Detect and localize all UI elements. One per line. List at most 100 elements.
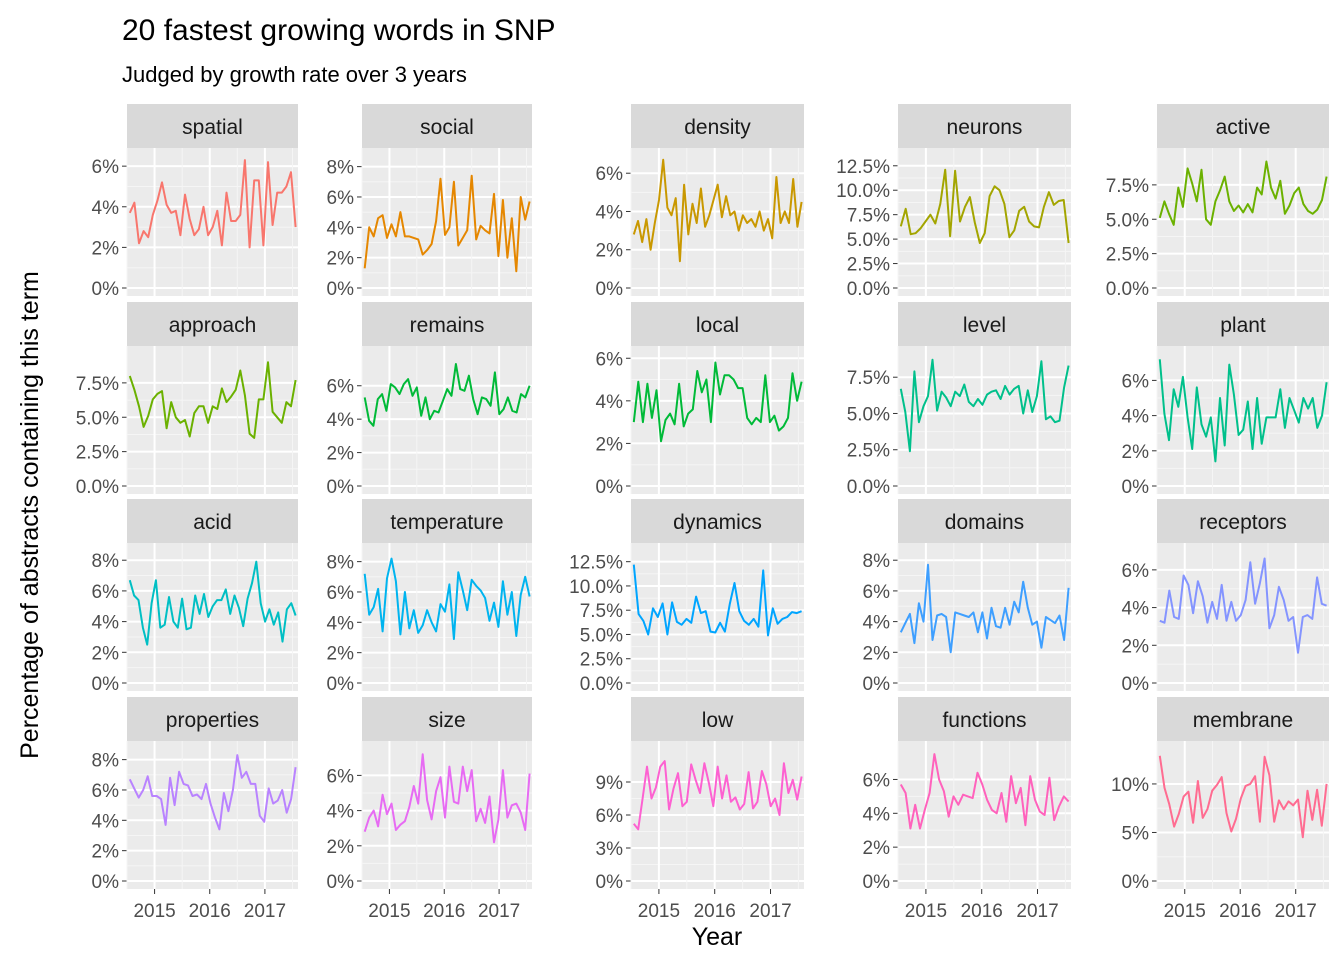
panel-background [362, 148, 532, 296]
x-tick-label: 2016 [423, 901, 465, 922]
series-line-receptors [1159, 557, 1327, 654]
facet-local: local 0% 2% 4% 6% [596, 302, 804, 498]
panel-background [631, 148, 804, 296]
panel-background [1157, 148, 1329, 296]
facet-strip-label: density [684, 116, 751, 139]
facet-membrane: membrane 0% 5% 10% 2015 2016 2017 [1111, 697, 1329, 922]
facet-strip [127, 697, 298, 741]
y-tick-label: 0% [596, 872, 624, 893]
y-tick-label: 5.0% [580, 625, 623, 646]
series-line-local [632, 361, 803, 443]
facet-strip [127, 104, 298, 148]
facet-strip-label: plant [1220, 314, 1266, 337]
y-tick-label: 6% [1122, 561, 1150, 582]
y-tick-label: 6% [596, 349, 624, 370]
y-tick-label: 0% [863, 674, 891, 695]
series-line-low [633, 760, 803, 831]
y-tick-label: 2.5% [580, 650, 623, 671]
y-tick-label: 7.5% [76, 374, 119, 395]
facet-strip [1157, 697, 1329, 741]
y-tick-label: 2.5% [847, 441, 890, 462]
y-tick-label: 4% [596, 392, 624, 413]
facet-active: active 0.0% 2.5% 5.0% 7.5% [1106, 104, 1329, 300]
series-line-functions [899, 753, 1070, 830]
facet-strip-label: functions [942, 709, 1026, 732]
x-tick-label: 2016 [1219, 901, 1261, 922]
y-tick-label: 4% [327, 218, 355, 239]
facet-strip-label: temperature [390, 511, 503, 534]
facet-strip [1157, 302, 1329, 346]
panel-background [1157, 741, 1329, 889]
series-line-plant [1158, 359, 1328, 463]
y-tick-label: 4% [1122, 599, 1150, 620]
panel-background [1157, 346, 1329, 494]
y-tick-label: 6% [327, 188, 355, 209]
panel-background [631, 346, 804, 494]
panel-background [898, 346, 1071, 494]
facet-strip-label: dynamics [673, 511, 762, 534]
facet-strip-label: approach [169, 314, 257, 337]
y-tick-label: 8% [327, 553, 355, 574]
x-tick-label: 2015 [1164, 901, 1206, 922]
y-tick-label: 2.5% [76, 443, 119, 464]
facet-strip [898, 302, 1071, 346]
y-tick-label: 0.0% [1106, 279, 1149, 300]
y-tick-label: 8% [92, 551, 120, 572]
y-tick-label: 2.5% [1106, 245, 1149, 266]
y-tick-label: 12.5% [836, 157, 890, 178]
y-axis-title: Percentage of abstracts containing this … [16, 271, 44, 759]
y-tick-label: 7.5% [847, 206, 890, 227]
series-line-level [899, 358, 1070, 453]
facet-strip [631, 104, 804, 148]
y-tick-label: 0% [327, 279, 355, 300]
facet-strip-label: properties [166, 709, 259, 732]
facet-neurons: neurons 0.0% 2.5% 5.0% 7.5% 10.0% 12.5% [836, 104, 1071, 300]
facet-remains: remains 0% 2% 4% 6% [327, 302, 532, 498]
y-tick-label: 0.0% [847, 477, 890, 498]
panel-background [127, 346, 298, 494]
y-tick-label: 0.0% [580, 674, 623, 695]
y-tick-label: 7.5% [847, 368, 890, 389]
facet-strip [1157, 104, 1329, 148]
facet-acid: acid 0% 2% 4% 6% 8% [92, 499, 298, 695]
y-tick-label: 2% [327, 644, 355, 665]
series-line-spatial [128, 159, 297, 249]
y-tick-label: 4% [596, 202, 624, 223]
chart-subtitle: Judged by growth rate over 3 years [122, 62, 467, 87]
facet-strip [127, 302, 298, 346]
y-tick-label: 6% [863, 770, 891, 791]
y-tick-label: 12.5% [569, 553, 623, 574]
y-tick-label: 5.0% [847, 230, 890, 251]
facet-plant: plant 0% 2% 4% 6% [1122, 302, 1329, 498]
facet-low: low 0% 3% 6% 9% 2015 2016 2017 [596, 697, 804, 922]
y-tick-label: 10.0% [836, 181, 890, 202]
facet-spatial: spatial 0% 2% 4% 6% [92, 104, 298, 300]
chart-title: 20 fastest growing words in SNP [122, 14, 556, 47]
facet-properties: properties 0% 2% 4% 6% 8% 2015 2016 2017 [92, 697, 298, 922]
x-tick-label: 2016 [961, 901, 1003, 922]
facet-strip [898, 104, 1071, 148]
x-tick-label: 2016 [189, 901, 231, 922]
y-tick-label: 10% [1111, 775, 1149, 796]
series-line-size [363, 753, 531, 844]
y-tick-label: 0% [92, 872, 120, 893]
y-tick-label: 0% [327, 872, 355, 893]
facet-strip-label: local [696, 314, 739, 337]
y-tick-label: 2.5% [847, 255, 890, 276]
series-line-membrane [1158, 755, 1328, 839]
y-tick-label: 5.0% [847, 404, 890, 425]
facet-strip-label: acid [193, 511, 232, 534]
facet-strip [631, 499, 804, 543]
facet-strip-label: neurons [947, 116, 1023, 139]
y-tick-label: 0% [863, 872, 891, 893]
x-tick-label: 2015 [905, 901, 947, 922]
y-tick-label: 2% [596, 241, 624, 262]
y-tick-label: 0% [596, 477, 624, 498]
facet-strip-label: social [420, 116, 474, 139]
facet-strip-label: remains [410, 314, 485, 337]
series-line-density [632, 158, 803, 263]
y-tick-label: 2% [863, 838, 891, 859]
y-tick-label: 2% [1122, 636, 1150, 657]
y-tick-label: 0% [327, 477, 355, 498]
